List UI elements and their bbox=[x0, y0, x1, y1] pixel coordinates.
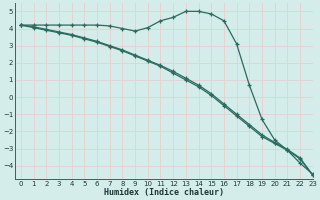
X-axis label: Humidex (Indice chaleur): Humidex (Indice chaleur) bbox=[104, 188, 224, 197]
